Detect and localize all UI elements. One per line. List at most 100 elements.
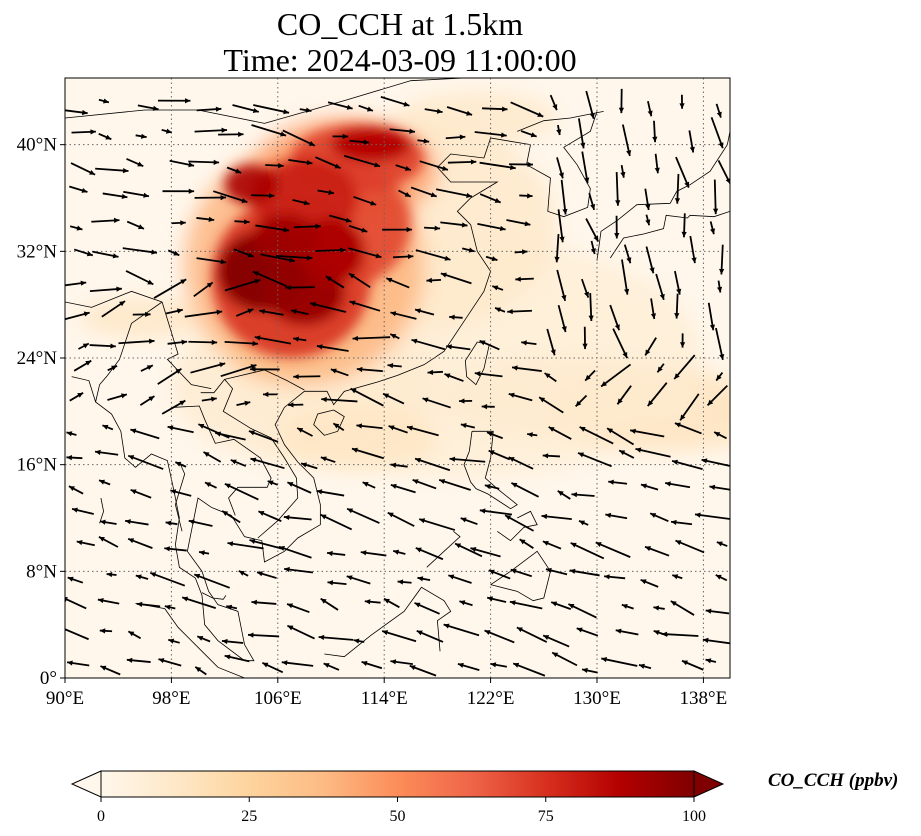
axis-ticks: 90°E 98°E 106°E 114°E 122°E 130°E 138°E 0° 8°N 16… — [17, 135, 728, 709]
wind-arrow — [585, 218, 600, 242]
wind-arrow — [203, 451, 222, 463]
wind-arrow — [247, 632, 280, 638]
wind-arrow — [459, 398, 473, 404]
lat-tick-label: 24°N — [17, 348, 58, 369]
lon-tick-label: 98°E — [152, 688, 190, 709]
wind-arrow — [278, 545, 312, 559]
wind-arrow — [615, 172, 621, 206]
wind-arrow — [288, 402, 304, 408]
wind-arrow — [254, 335, 292, 345]
wind-arrow — [527, 432, 538, 438]
wind-arrow — [459, 600, 473, 607]
wind-vectors — [65, 88, 730, 677]
coastline-segment — [313, 409, 345, 436]
wind-arrow — [694, 512, 730, 520]
wind-arrow — [127, 537, 153, 549]
wind-arrow — [485, 255, 498, 262]
wind-arrow — [99, 519, 117, 525]
wind-arrow — [510, 568, 533, 578]
wind-arrow — [715, 327, 725, 361]
wind-arrow — [139, 395, 155, 406]
colorbar-tick-label: 50 — [390, 808, 406, 825]
wind-arrow — [287, 624, 315, 640]
wind-arrow — [446, 344, 471, 351]
wind-arrow — [102, 424, 114, 431]
wind-arrow — [287, 481, 312, 494]
wind-arrow — [445, 134, 466, 140]
wind-arrow — [419, 160, 449, 171]
wind-arrow — [161, 399, 186, 415]
colorbar-extend-min — [70, 770, 102, 798]
wind-arrow — [443, 623, 480, 637]
wind-arrow — [382, 392, 405, 405]
wind-arrow — [640, 483, 659, 491]
wind-arrow — [360, 550, 387, 557]
wind-arrow — [213, 190, 248, 203]
wind-arrow — [670, 519, 693, 526]
wind-arrow — [390, 311, 417, 320]
wind-arrow — [125, 270, 154, 286]
wind-arrow — [578, 519, 589, 526]
wind-arrow — [707, 302, 715, 331]
wind-arrow — [140, 364, 154, 372]
lat-tick-label: 0° — [40, 668, 57, 689]
wind-arrow — [410, 186, 437, 198]
wind-arrow — [346, 507, 380, 524]
wind-arrow — [316, 344, 349, 352]
wind-arrow — [511, 482, 539, 498]
wind-arrow — [190, 362, 226, 374]
wind-arrow — [381, 630, 417, 643]
wind-arrow — [251, 192, 275, 199]
wind-arrow — [506, 219, 531, 227]
wind-arrow — [170, 489, 192, 497]
wind-arrow — [650, 298, 657, 320]
wind-arrow — [352, 335, 391, 342]
wind-arrow — [484, 629, 515, 644]
coastline-segment — [71, 137, 531, 662]
wind-arrow — [545, 567, 568, 576]
gridlines — [65, 78, 730, 678]
wind-arrow — [440, 221, 468, 228]
wind-arrow — [556, 269, 567, 302]
wind-arrow — [435, 188, 473, 199]
lat-tick-label: 8°N — [26, 561, 57, 582]
wind-arrow — [538, 396, 564, 414]
coastline-segment — [596, 131, 730, 261]
wind-arrow — [588, 293, 594, 322]
wind-arrow — [252, 270, 288, 288]
wind-arrow — [320, 513, 353, 531]
wind-arrow — [94, 449, 119, 456]
wind-arrow — [470, 547, 501, 558]
wind-arrow — [542, 453, 561, 459]
wind-arrow — [444, 373, 464, 382]
lon-tick-label: 122°E — [467, 688, 515, 709]
wind-arrow — [218, 131, 244, 137]
wind-arrow — [447, 159, 477, 165]
wind-arrow — [351, 447, 385, 460]
wind-arrow — [73, 248, 94, 257]
coastline-segment — [200, 378, 299, 539]
wind-arrow — [488, 569, 511, 580]
wind-arrow — [221, 510, 241, 524]
wind-arrow — [124, 519, 149, 526]
wind-arrow — [184, 309, 223, 318]
co-concentration-field — [78, 91, 730, 478]
wind-arrow — [479, 339, 500, 351]
wind-arrow — [167, 425, 194, 434]
coastline-segment — [65, 290, 163, 308]
wind-arrow — [415, 547, 444, 561]
wind-arrow — [288, 159, 313, 166]
wind-arrow — [673, 354, 696, 380]
wind-arrow — [457, 662, 480, 671]
wind-arrow — [130, 428, 160, 440]
wind-arrow — [438, 479, 471, 491]
wind-arrow — [362, 481, 376, 489]
coastline-segment — [426, 531, 461, 568]
wind-arrow — [647, 382, 668, 407]
wind-arrow — [296, 427, 313, 437]
wind-arrow — [153, 278, 187, 299]
wind-arrow — [256, 571, 277, 579]
wind-arrow — [415, 249, 451, 261]
wind-arrow — [604, 574, 626, 580]
wind-arrow — [293, 336, 307, 342]
